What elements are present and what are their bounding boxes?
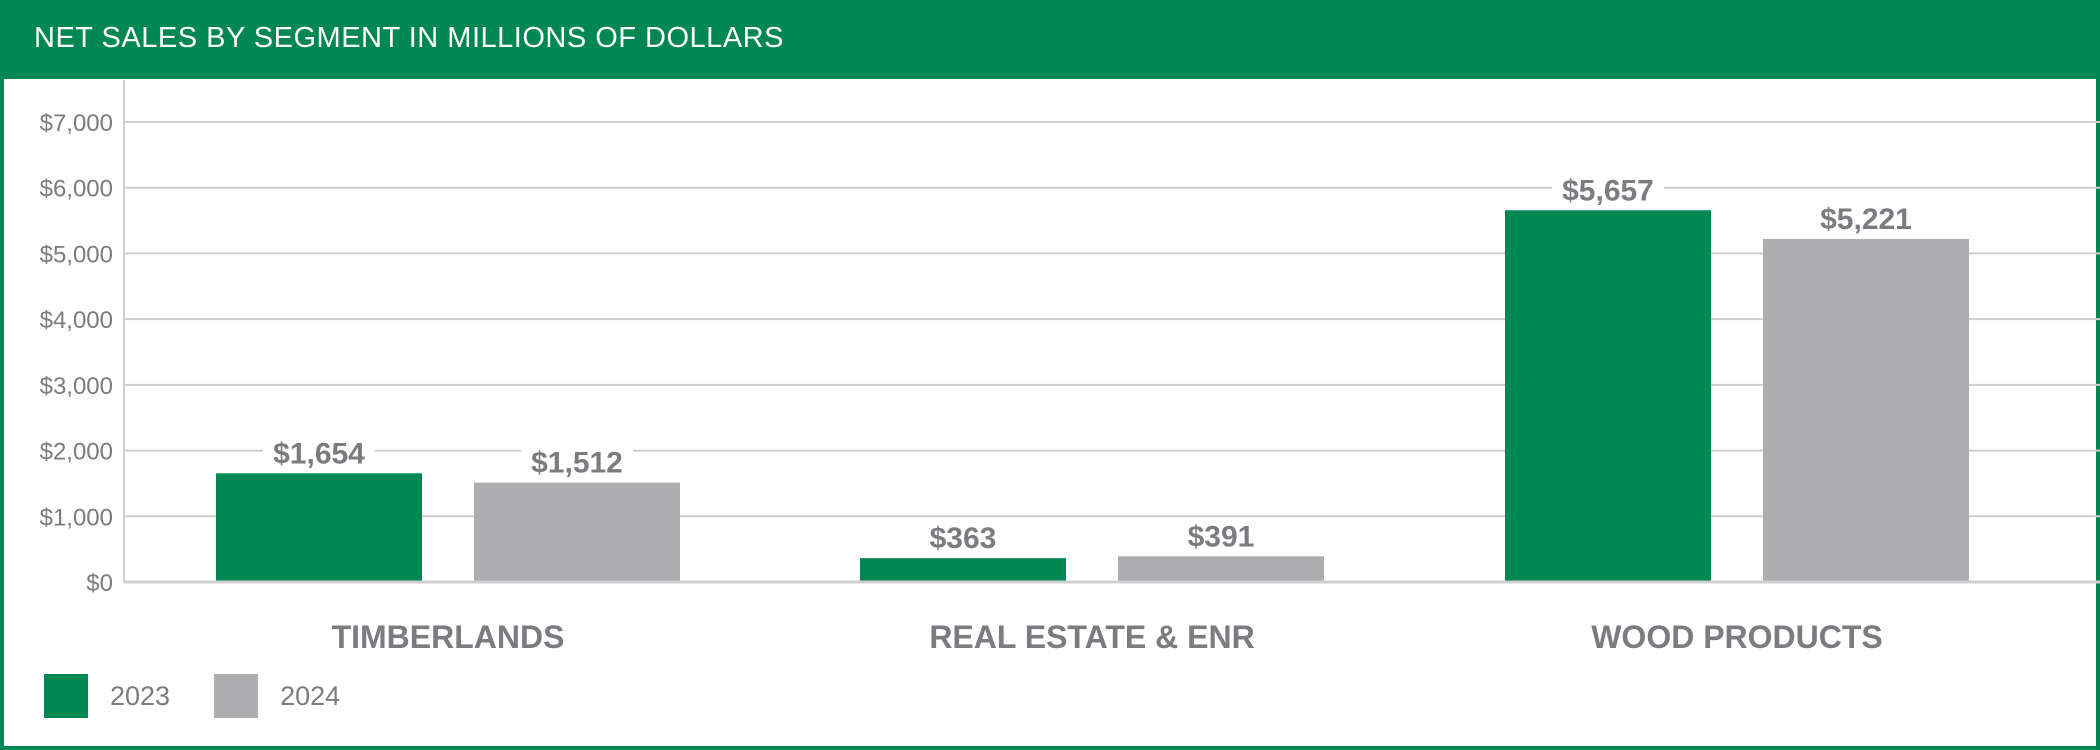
bar-value-label: $5,657 — [1562, 174, 1654, 207]
axes — [123, 80, 2100, 584]
legend-label-2023: 2023 — [110, 680, 171, 711]
bar-2023-1 — [860, 558, 1066, 582]
y-tick-label: $5,000 — [40, 241, 113, 268]
bar-2024-1 — [1118, 556, 1324, 582]
legend: 2023 2024 — [44, 674, 384, 718]
legend-swatch-2024 — [214, 674, 259, 718]
y-tick-label: $6,000 — [40, 176, 113, 203]
category-label: TIMBERLANDS — [332, 619, 565, 655]
y-tick-label: $3,000 — [40, 373, 113, 400]
legend-item-2023: 2023 — [44, 674, 170, 718]
y-axis-ticks: $0 $1,000 $2,000 $3,000 $4,000 $5,000 $6,000 $7… — [40, 110, 113, 597]
y-tick-label: $4,000 — [40, 307, 113, 334]
category-label: WOOD PRODUCTS — [1591, 619, 1883, 655]
bars — [216, 210, 1969, 583]
category-label: REAL ESTATE & ENR — [929, 619, 1254, 655]
bar-value-label: $5,221 — [1820, 203, 1912, 236]
legend-label-2024: 2024 — [280, 680, 341, 711]
legend-swatch-2023 — [44, 674, 88, 718]
bar-value-label: $391 — [1188, 520, 1255, 553]
title-bar: NET SALES BY SEGMENT IN MILLIONS OF DOLL… — [0, 0, 2100, 79]
y-tick-label: $2,000 — [40, 439, 113, 466]
bar-2024-2 — [1763, 238, 1969, 583]
bar-2023-2 — [1505, 210, 1711, 583]
bar-value-label: $363 — [930, 522, 997, 555]
bar-value-label: $1,654 — [273, 437, 365, 470]
category-labels: TIMBERLANDS REAL ESTATE & ENR WOOD PRODUCT… — [332, 619, 1883, 655]
bar-label-bg — [1552, 172, 1664, 205]
y-tick-label: $7,000 — [40, 110, 113, 137]
y-tick-label: $1,000 — [40, 504, 113, 531]
y-tick-label: $0 — [86, 570, 113, 597]
bar-label-bg — [923, 520, 1003, 553]
chart-title: NET SALES BY SEGMENT IN MILLIONS OF DOLL… — [34, 22, 784, 54]
legend-item-2024: 2024 — [214, 674, 340, 718]
bar-2024-0 — [474, 482, 680, 582]
bar-label-bg — [263, 435, 375, 468]
bar-value-label: $1,512 — [531, 447, 623, 480]
bar-labels: $1,654 $1,512 $363 $391 $5,657 $5,221 — [263, 172, 1922, 555]
bar-label-bg — [1810, 200, 1922, 233]
bar-label-bg — [521, 444, 633, 477]
bar-label-bg — [1181, 518, 1261, 551]
bar-2023-0 — [216, 473, 422, 582]
